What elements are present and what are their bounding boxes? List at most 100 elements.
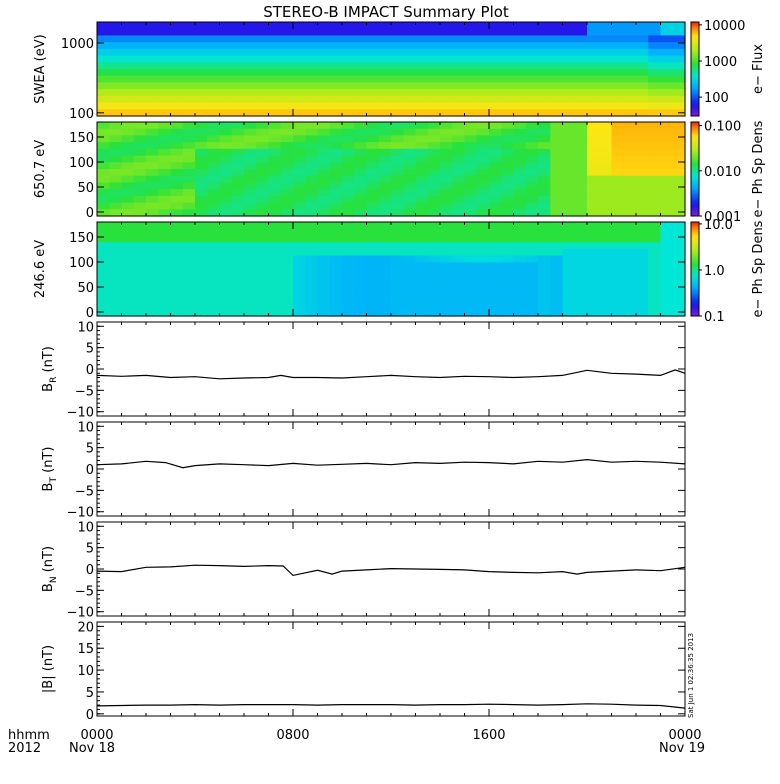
spectrogram-cell-2-10-11 — [219, 295, 233, 304]
spectrogram-cell-0-42-4 — [611, 48, 625, 57]
spectrogram-cell-2-6-4 — [170, 248, 184, 257]
spectrogram-cell-0-41-4 — [599, 48, 613, 57]
spectrogram-cell-1-32-0 — [489, 122, 502, 130]
spectrogram-cell-2-21-6 — [354, 262, 368, 270]
spectrogram-cell-0-7-13 — [182, 109, 196, 117]
cbar-tick-label-0-1: 1000 — [704, 55, 737, 70]
spectrogram-cell-1-43-10 — [623, 189, 637, 197]
y-tick-label-l1-3: −5 — [75, 484, 94, 499]
spectrogram-cell-2-47-13 — [672, 309, 686, 317]
spectrogram-cell-2-39-6 — [574, 262, 588, 270]
spectrogram-cell-0-31-3 — [476, 42, 490, 50]
spectrogram-cell-2-10-12 — [219, 302, 233, 310]
spectrogram-cell-2-0-12 — [97, 302, 110, 310]
spectrogram-cell-0-29-10 — [452, 89, 466, 97]
spectrogram-cell-2-31-1 — [476, 228, 490, 237]
spectrogram-cell-0-24-0 — [391, 22, 404, 30]
spectrogram-cell-2-12-3 — [244, 242, 257, 250]
spectrogram-cell-0-45-3 — [648, 42, 662, 50]
spectrogram-cell-0-19-4 — [329, 48, 343, 57]
spectrogram-cell-0-10-10 — [219, 89, 233, 97]
spectrogram-cell-2-24-6 — [391, 262, 404, 270]
spectrogram-cell-0-36-4 — [538, 48, 551, 57]
spectrogram-cell-2-10-1 — [219, 228, 233, 237]
spectrogram-cell-2-33-10 — [501, 289, 515, 297]
spectrogram-cell-2-41-9 — [599, 282, 613, 290]
spectrogram-cell-0-39-4 — [574, 48, 588, 57]
spectrogram-cell-1-0-10 — [97, 189, 110, 197]
spectrogram-cell-2-17-13 — [305, 309, 319, 317]
spectrogram-cell-0-25-10 — [403, 89, 417, 97]
spectrogram-cell-1-15-12 — [280, 202, 294, 210]
spectrogram-cell-1-21-0 — [354, 122, 368, 130]
spectrogram-cell-2-21-7 — [354, 269, 368, 277]
spectrogram-cell-2-29-13 — [452, 309, 466, 317]
spectrogram-cell-1-19-10 — [329, 189, 343, 197]
spectrogram-cell-2-1-3 — [109, 242, 123, 250]
spectrogram-cell-0-47-0 — [672, 22, 686, 30]
spectrogram-cell-2-14-2 — [268, 235, 282, 243]
spectrogram-cell-2-39-9 — [574, 282, 588, 290]
spectrogram-cell-1-35-13 — [525, 209, 539, 217]
cbar-tick-label-2-1: 1.0 — [704, 264, 725, 279]
colorbar-label-1: e− Ph Sp Dens — [751, 120, 766, 217]
spectrogram-cell-0-32-2 — [489, 35, 502, 43]
spectrogram-cell-2-6-11 — [170, 295, 184, 304]
spectrogram-cell-0-20-6 — [342, 62, 355, 70]
spectrogram-cell-2-35-10 — [525, 289, 539, 297]
spectrogram-cell-2-35-11 — [525, 295, 539, 304]
spectrogram-cell-2-45-2 — [648, 235, 662, 243]
spectrogram-cell-0-27-1 — [427, 28, 441, 37]
spectrogram-cell-0-26-9 — [415, 82, 429, 90]
spectrogram-cell-1-23-8 — [378, 175, 392, 184]
spectrogram-cell-1-10-3 — [219, 142, 233, 150]
spectrogram-cell-2-15-1 — [280, 228, 294, 237]
spectrogram-cell-1-25-1 — [403, 128, 417, 137]
spectrogram-cell-2-6-12 — [170, 302, 184, 310]
spectrogram-cell-0-25-11 — [403, 95, 417, 104]
spectrogram-cell-1-38-9 — [562, 182, 576, 190]
spectrogram-cell-0-6-1 — [170, 28, 184, 37]
spectrogram-cell-2-38-3 — [562, 242, 576, 250]
spectrogram-cell-2-44-9 — [636, 282, 649, 290]
spectrogram-cell-2-10-6 — [219, 262, 233, 270]
spectrogram-cell-0-43-6 — [623, 62, 637, 70]
spectrogram-cell-2-34-5 — [513, 255, 527, 263]
spectrogram-cell-2-43-3 — [623, 242, 637, 250]
spectrogram-cell-1-41-6 — [599, 162, 613, 170]
spectrogram-cell-1-2-0 — [121, 122, 135, 130]
spectrogram-cell-1-38-12 — [562, 202, 576, 210]
spectrogram-cell-1-16-12 — [293, 202, 306, 210]
spectrogram-cell-2-12-8 — [244, 275, 257, 284]
spectrogram-cell-2-44-2 — [636, 235, 649, 243]
spectrogram-cell-1-12-8 — [244, 175, 257, 184]
spectrogram-cell-0-29-13 — [452, 109, 466, 117]
line-series-l3 — [96, 703, 686, 709]
spectrogram-cell-0-4-2 — [146, 35, 159, 43]
spectrogram-cell-2-25-10 — [403, 289, 417, 297]
spectrogram-cell-1-11-4 — [231, 148, 245, 157]
spectrogram-cell-0-11-10 — [231, 89, 245, 97]
spectrogram-cell-2-44-10 — [636, 289, 649, 297]
spectrogram-cell-0-19-7 — [329, 69, 343, 77]
spectrogram-cell-2-13-9 — [256, 282, 270, 290]
spectrogram-cell-1-12-5 — [244, 155, 257, 163]
spectrogram-cell-2-20-9 — [342, 282, 355, 290]
spectrogram-cell-1-15-11 — [280, 195, 294, 204]
spectrogram-cell-2-46-6 — [660, 262, 674, 270]
spectrogram-cell-0-41-0 — [599, 22, 613, 30]
spectrogram-cell-2-10-9 — [219, 282, 233, 290]
spectrogram-cell-1-4-13 — [146, 209, 159, 217]
spectrogram-cell-1-27-6 — [427, 162, 441, 170]
spectrogram-cell-0-1-11 — [109, 95, 123, 104]
spectrogram-cell-2-14-8 — [268, 275, 282, 284]
spectrogram-cell-0-37-11 — [550, 95, 564, 104]
spectrogram-cell-2-33-8 — [501, 275, 515, 284]
spectrogram-cell-2-18-12 — [317, 302, 331, 310]
spectrogram-cell-2-17-11 — [305, 295, 319, 304]
spectrogram-cell-0-2-8 — [121, 75, 135, 84]
spectrogram-cell-2-8-8 — [195, 275, 208, 284]
spectrogram-cell-1-5-5 — [158, 155, 172, 163]
date-label-start: Nov 18 — [69, 741, 115, 756]
